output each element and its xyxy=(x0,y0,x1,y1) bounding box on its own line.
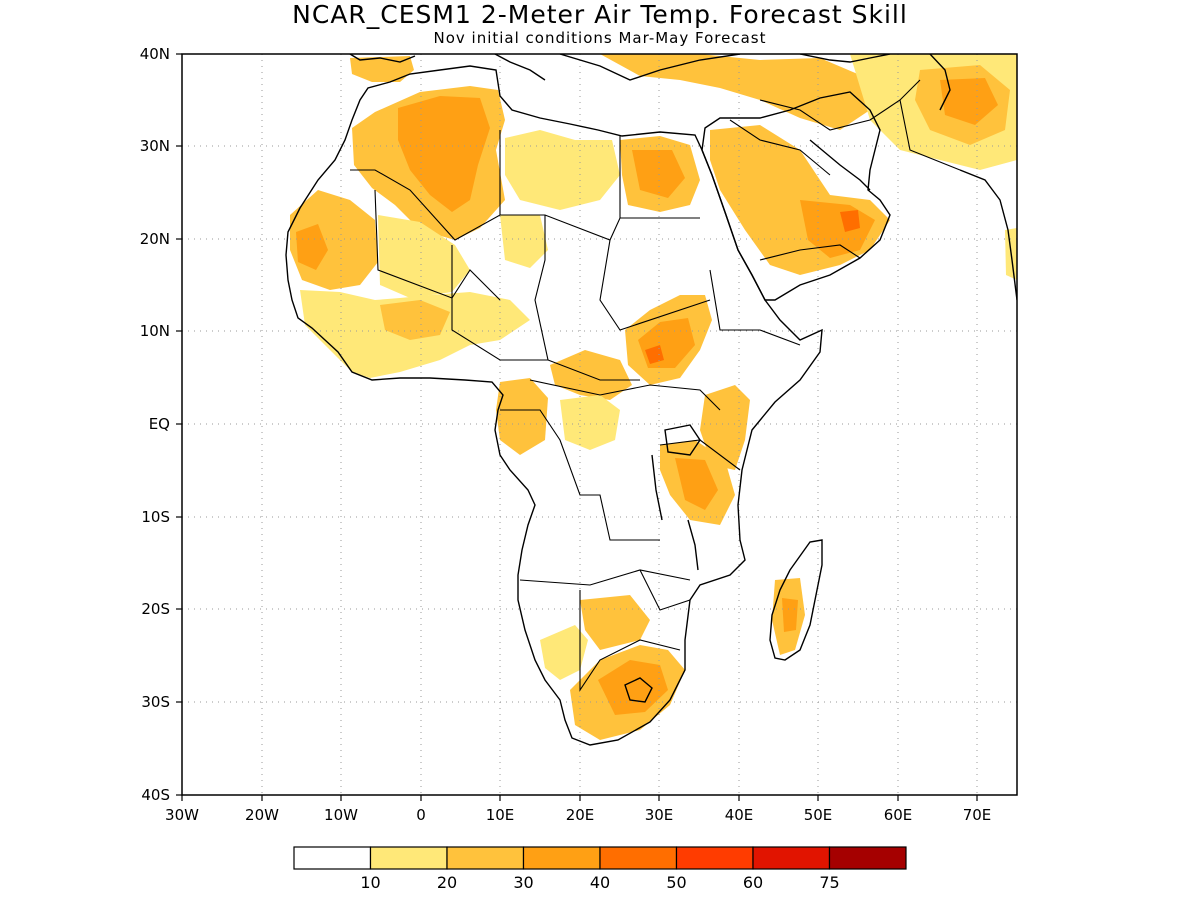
colorbar-box-3 xyxy=(522,846,601,870)
persian-gulf xyxy=(809,139,871,191)
colorbar-box-1 xyxy=(369,846,448,870)
colorbar-label-75: 75 xyxy=(819,873,839,892)
shade-botswana xyxy=(580,595,650,650)
map-subtitle: Nov initial conditions Mar-May Forecast xyxy=(433,29,767,47)
lat-label-40n: 40N xyxy=(140,45,170,63)
lon-label-60e: 60E xyxy=(884,806,913,824)
shade-car xyxy=(550,350,632,400)
shade-pakistan xyxy=(940,78,998,125)
lat-label-20s: 20S xyxy=(141,600,170,618)
colorbar-label-40: 40 xyxy=(590,873,610,892)
shade-congo xyxy=(496,378,548,455)
lon-label-10e: 10E xyxy=(486,806,515,824)
lon-label-10w: 10W xyxy=(324,806,358,824)
shade-mali xyxy=(378,215,470,298)
shade-mauritania-core xyxy=(296,224,328,270)
lake-malawi xyxy=(687,519,699,571)
colorbar-box-2 xyxy=(446,846,525,870)
lat-label-eq: EQ xyxy=(149,415,170,433)
lat-label-10s: 10S xyxy=(141,508,170,526)
india-coast xyxy=(959,169,1017,301)
lon-label-20e: 20E xyxy=(566,806,595,824)
shade-chad xyxy=(500,215,548,268)
shade-libya xyxy=(505,130,620,210)
lon-label-30e: 30E xyxy=(645,806,674,824)
colorbar-label-30: 30 xyxy=(513,873,533,892)
colorbar: 10 20 30 40 50 60 75 xyxy=(293,846,907,892)
lake-tanganyika xyxy=(651,454,663,521)
latitude-labels: 40N 30N 20N 10N EQ 10S 20S 30S 40S xyxy=(140,45,170,804)
colorbar-label-20: 20 xyxy=(437,873,457,892)
shade-arabia-peak xyxy=(840,210,860,232)
shade-sahel-west-mid xyxy=(380,300,450,340)
shade-turkey-iran xyxy=(600,54,870,130)
lesotho xyxy=(624,677,653,703)
africa-coastline xyxy=(285,65,823,746)
lat-label-40s: 40S xyxy=(141,786,170,804)
lat-label-30s: 30S xyxy=(141,693,170,711)
italy xyxy=(494,54,546,81)
black-sea xyxy=(799,54,891,63)
country-borders xyxy=(350,79,961,692)
colorbar-box-5 xyxy=(675,846,754,870)
shade-sahara-30-40 xyxy=(398,96,490,212)
shade-drc xyxy=(560,395,620,450)
mediterranean-north xyxy=(349,54,741,81)
shade-namibia xyxy=(540,625,588,680)
arabia-coastline xyxy=(701,91,891,301)
shade-morocco xyxy=(350,56,414,82)
lake-victoria xyxy=(664,424,701,456)
lon-label-70e: 70E xyxy=(963,806,992,824)
lat-label-10n: 10N xyxy=(140,322,170,340)
longitude-labels: 30W 20W 10W 0 10E 20E 30E 40E 50E 60E 70… xyxy=(165,806,991,824)
lon-label-20w: 20W xyxy=(245,806,279,824)
shade-madagascar-core xyxy=(782,598,798,632)
lat-label-30n: 30N xyxy=(140,137,170,155)
colorbar-label-10: 10 xyxy=(360,873,380,892)
lon-label-0: 0 xyxy=(416,806,426,824)
colorbar-box-6 xyxy=(752,846,831,870)
colorbar-box-0 xyxy=(293,846,372,870)
colorbar-box-4 xyxy=(599,846,678,870)
shade-sudan-peak xyxy=(645,345,664,364)
colorbar-label-60: 60 xyxy=(743,873,763,892)
lon-label-30w: 30W xyxy=(165,806,199,824)
caspian xyxy=(929,54,951,111)
lon-label-40e: 40E xyxy=(725,806,754,824)
lat-label-20n: 20N xyxy=(140,230,170,248)
shade-south-africa-core xyxy=(598,660,668,715)
shade-tanzania-core xyxy=(675,458,718,510)
map-title: NCAR_CESM1 2-Meter Air Temp. Forecast Sk… xyxy=(292,0,908,29)
axis-ticks xyxy=(176,53,978,801)
lon-label-50e: 50E xyxy=(804,806,833,824)
coastlines xyxy=(285,54,1017,746)
colorbar-label-50: 50 xyxy=(666,873,686,892)
colorbar-box-7 xyxy=(828,846,907,870)
madagascar-coastline xyxy=(769,539,823,661)
skill-shading xyxy=(290,54,1017,740)
